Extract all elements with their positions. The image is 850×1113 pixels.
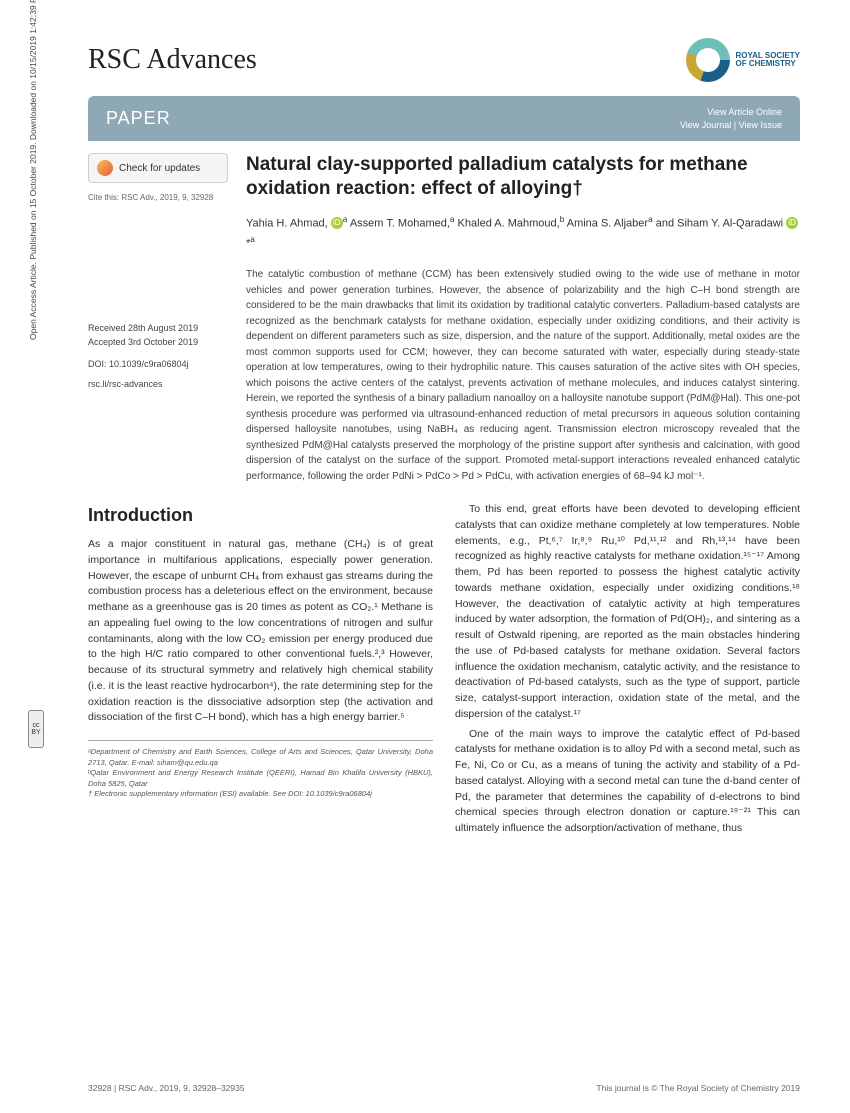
authors: Yahia H. Ahmad, iDa Assem T. Mohamed,a K… [246,213,800,254]
article-title: Natural clay-supported palladium catalys… [246,153,800,201]
header: RSC Advances ROYAL SOCIETYOF CHEMISTRY [88,38,800,82]
journal-name: RSC Advances [88,44,257,76]
cc-badge: ccBY [28,710,44,748]
dates: Received 28th August 2019Accepted 3rd Oc… [88,322,228,349]
check-updates-button[interactable]: Check for updates [88,153,228,183]
abstract: The catalytic combustion of methane (CCM… [246,267,800,484]
view-links: View Article Online View Journal | View … [680,106,782,131]
intro-col2-p1: To this end, great efforts have been dev… [455,502,800,723]
footer-left: 32928 | RSC Adv., 2019, 9, 32928–32935 [88,1083,245,1093]
rsc-shortlink[interactable]: rsc.li/rsc-advances [88,379,228,389]
intro-heading: Introduction [88,502,433,529]
citation: Cite this: RSC Adv., 2019, 9, 32928 [88,193,228,202]
doi: DOI: 10.1039/c9ra06804j [88,359,228,369]
footer: 32928 | RSC Adv., 2019, 9, 32928–32935 T… [88,1083,800,1093]
view-article-link[interactable]: View Article Online [707,107,782,117]
intro-col2-p2: One of the main ways to improve the cata… [455,727,800,837]
footer-right: This journal is © The Royal Society of C… [596,1083,800,1093]
paper-label: PAPER [106,108,171,129]
rsc-logo-text: ROYAL SOCIETYOF CHEMISTRY [736,52,800,68]
footnotes: ᵃDepartment of Chemistry and Earth Scien… [88,740,433,800]
crossmark-icon [97,160,113,176]
rsc-logo-icon [686,38,730,82]
check-updates-label: Check for updates [119,163,200,174]
rsc-logo: ROYAL SOCIETYOF CHEMISTRY [686,38,800,82]
open-access-sidebar: Open Access Article. Published on 15 Oct… [28,20,39,340]
intro-col1: As a major constituent in natural gas, m… [88,537,433,726]
paper-bar: PAPER View Article Online View Journal |… [88,96,800,141]
view-journal-link[interactable]: View Journal | View Issue [680,120,782,130]
